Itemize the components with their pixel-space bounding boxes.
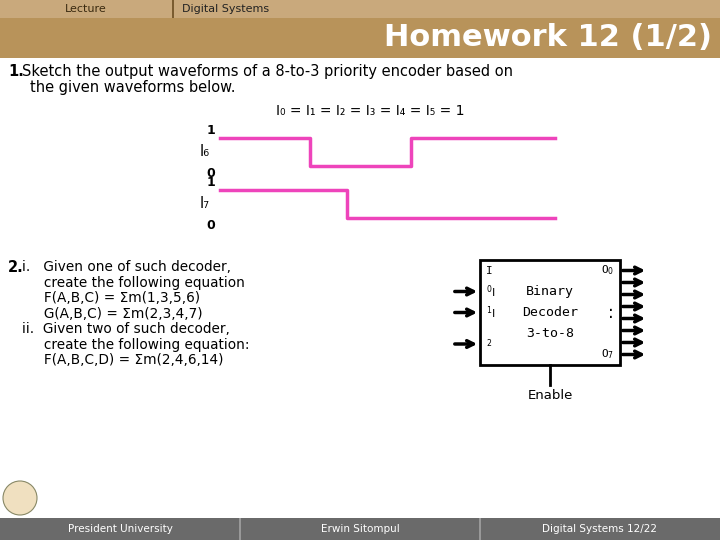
Text: Homework 12 (1/2): Homework 12 (1/2) [384, 24, 712, 52]
Text: F(A,B,C) = Σm(1,3,5,6): F(A,B,C) = Σm(1,3,5,6) [22, 291, 200, 305]
Text: :: : [608, 303, 614, 321]
Text: I: I [486, 266, 492, 275]
Text: Erwin Sitompul: Erwin Sitompul [320, 524, 400, 534]
Text: F(A,B,C,D) = Σm(2,4,6,14): F(A,B,C,D) = Σm(2,4,6,14) [22, 353, 223, 367]
Text: Sketch the output waveforms of a 8-to-3 priority encoder based on: Sketch the output waveforms of a 8-to-3 … [22, 64, 513, 79]
Bar [480, 260, 620, 365]
Text: 2.: 2. [8, 260, 24, 275]
Text: 1.: 1. [8, 64, 24, 79]
Text: 1: 1 [206, 124, 215, 137]
Text: ii.  Given two of such decoder,: ii. Given two of such decoder, [22, 322, 230, 336]
Text: create the following equation:: create the following equation: [22, 338, 250, 352]
Bar [0, 18, 720, 58]
Text: I₇: I₇ [200, 197, 210, 212]
Text: G(A,B,C) = Σm(2,3,4,7): G(A,B,C) = Σm(2,3,4,7) [22, 307, 202, 321]
Bar [0, 518, 720, 540]
Text: 3-to-8: 3-to-8 [526, 327, 574, 340]
Bar [239, 518, 241, 540]
Bar [172, 0, 174, 18]
Text: $_{2}$: $_{2}$ [486, 338, 492, 350]
Text: Lecture: Lecture [65, 4, 107, 14]
Bar [0, 0, 720, 18]
Text: O$_{7}$: O$_{7}$ [601, 348, 614, 361]
Text: 1: 1 [206, 176, 215, 189]
Text: Enable: Enable [527, 389, 572, 402]
Text: Digital Systems 12/22: Digital Systems 12/22 [542, 524, 657, 534]
Text: Decoder: Decoder [522, 306, 578, 319]
Text: create the following equation: create the following equation [22, 275, 245, 289]
Text: $^{0}$I: $^{0}$I [486, 283, 495, 300]
Text: President University: President University [68, 524, 172, 534]
Text: 0: 0 [206, 167, 215, 180]
Circle shape [3, 481, 37, 515]
Text: Digital Systems: Digital Systems [182, 4, 269, 14]
Text: i.   Given one of such decoder,: i. Given one of such decoder, [22, 260, 231, 274]
Bar [479, 518, 481, 540]
Text: I₆: I₆ [200, 145, 210, 159]
Text: I₀ = I₁ = I₂ = I₃ = I₄ = I₅ = 1: I₀ = I₁ = I₂ = I₃ = I₄ = I₅ = 1 [276, 104, 464, 118]
Text: Binary: Binary [526, 285, 574, 298]
Text: 0: 0 [206, 219, 215, 232]
Text: $^{1}$I: $^{1}$I [486, 304, 495, 321]
Text: the given waveforms below.: the given waveforms below. [30, 80, 235, 95]
Text: O$_{0}$: O$_{0}$ [600, 264, 614, 278]
